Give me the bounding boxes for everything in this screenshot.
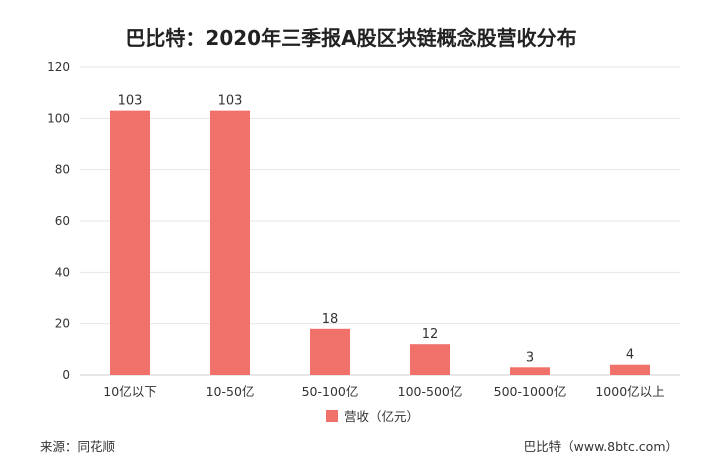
- y-tick-label: 120: [47, 60, 70, 74]
- bar-value-label: 3: [526, 350, 534, 365]
- x-category-label: 50-100亿: [302, 384, 359, 399]
- y-tick-label: 60: [55, 214, 70, 228]
- bar: [510, 367, 550, 375]
- bar-value-label: 103: [118, 94, 143, 109]
- source-note: 来源：同花顺: [40, 439, 116, 454]
- legend-swatch: [326, 410, 338, 422]
- bar: [210, 110, 250, 375]
- y-axis-ticks: 0 20 40 60 80 100 120: [47, 60, 70, 382]
- y-tick-label: 100: [47, 111, 70, 125]
- x-category-label: 10-50亿: [206, 384, 255, 399]
- value-labels: 103 103 18 12 3 4: [118, 94, 635, 366]
- legend-label: 营收（亿元）: [344, 409, 419, 424]
- chart-title: 巴比特：2020年三季报A股区块链概念股营收分布: [125, 26, 576, 50]
- bar: [110, 110, 150, 375]
- bar: [310, 328, 350, 375]
- bar-value-label: 4: [626, 348, 634, 363]
- bars: [110, 110, 650, 375]
- y-tick-label: 20: [55, 317, 70, 331]
- bar-value-label: 18: [322, 312, 339, 327]
- x-category-label: 100-500亿: [398, 384, 463, 399]
- bar: [610, 364, 650, 375]
- y-tick-label: 0: [62, 368, 70, 382]
- x-axis-categories: 10亿以下 10-50亿 50-100亿 100-500亿 500-1000亿 1000亿…: [103, 384, 664, 399]
- grid-lines: [80, 66, 680, 376]
- x-category-label: 500-1000亿: [494, 384, 567, 399]
- credit-note: 巴比特（www.8btc.com）: [523, 439, 678, 454]
- y-tick-label: 80: [55, 163, 70, 177]
- bar-value-label: 12: [422, 327, 439, 342]
- x-category-label: 1000亿以上: [595, 384, 664, 399]
- y-tick-label: 40: [55, 265, 70, 279]
- bar-value-label: 103: [218, 94, 243, 109]
- bar: [410, 344, 450, 375]
- x-category-label: 10亿以下: [103, 384, 156, 399]
- legend: 营收（亿元）: [326, 409, 419, 424]
